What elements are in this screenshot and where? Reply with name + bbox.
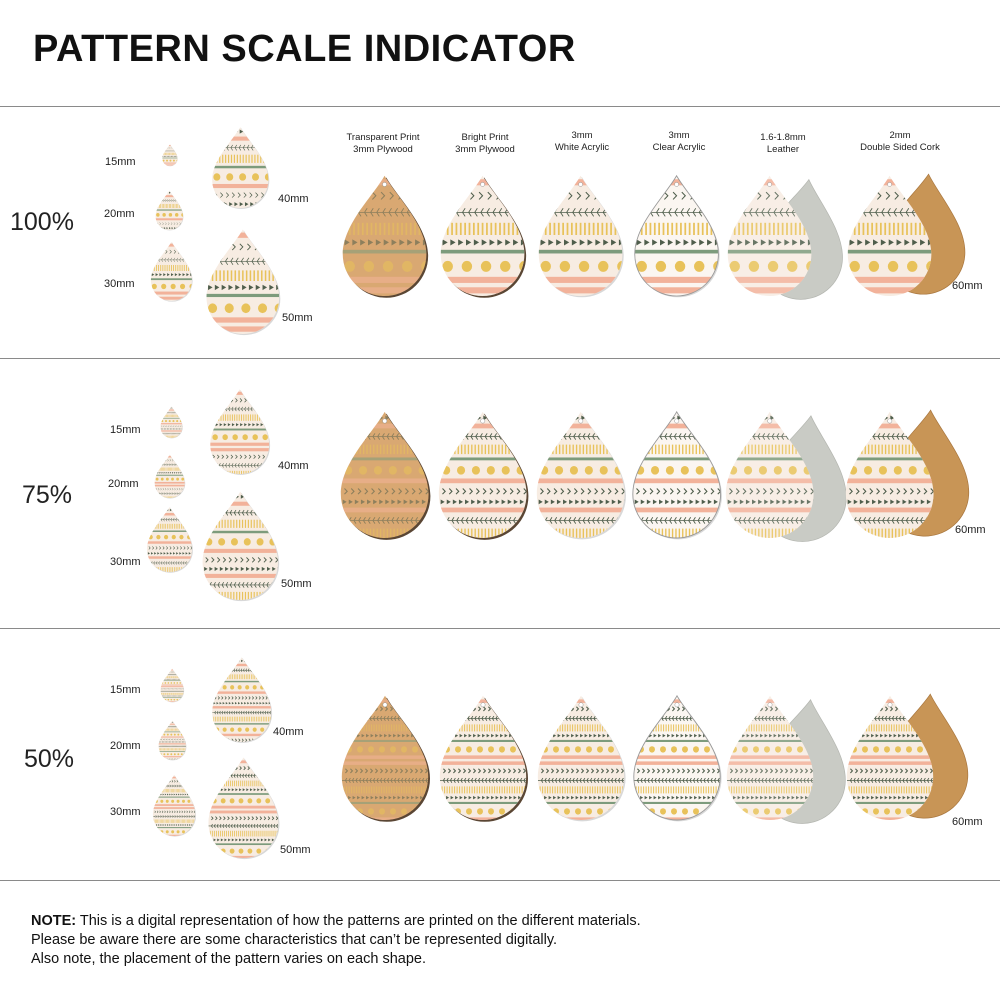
material-header: 3mm White Acrylic <box>554 130 610 153</box>
material-sample-drop <box>631 410 723 540</box>
scale-label: 50% <box>24 745 75 773</box>
material-sample-drop <box>724 410 866 542</box>
material-sample-drop <box>340 694 430 822</box>
size-label: 40mm <box>273 726 304 738</box>
size-label: 15mm <box>110 424 141 436</box>
note-line-2: Please be aware there are some character… <box>31 932 558 948</box>
size-sample-drop <box>158 720 187 761</box>
size-label: 40mm <box>278 193 309 205</box>
divider <box>0 358 1000 359</box>
size-label: 20mm <box>108 478 139 490</box>
size-label: 50mm <box>281 578 312 590</box>
size-sample-drop <box>211 656 273 743</box>
divider <box>0 106 1000 107</box>
large-size-label: 60mm <box>952 816 983 828</box>
size-sample-drop <box>160 406 183 439</box>
size-sample-drop <box>201 490 280 602</box>
material-sample-drop <box>437 410 529 540</box>
size-label: 20mm <box>110 740 141 752</box>
size-sample-drop <box>162 144 178 167</box>
size-label: 50mm <box>280 844 311 856</box>
size-label: 15mm <box>110 684 141 696</box>
size-label: 50mm <box>282 312 313 324</box>
material-sample-drop <box>845 693 985 820</box>
size-label: 30mm <box>104 278 135 290</box>
size-label: 15mm <box>105 156 136 168</box>
scale-section: 75% 15mm 20mm 30mm 40mm 50mm 60mm <box>0 358 1000 608</box>
material-sample-drop <box>846 173 981 296</box>
size-label: 30mm <box>110 806 141 818</box>
material-sample-drop <box>341 174 429 298</box>
scale-label: 75% <box>22 481 73 509</box>
material-header: 1.6-1.8mm Leather <box>760 132 806 155</box>
scale-section: 100% 15mm 20mm 30mm 40mm 50mm 60mm <box>0 106 1000 356</box>
size-sample-drop <box>152 774 196 837</box>
size-sample-drop <box>155 190 184 231</box>
size-sample-drop <box>154 454 186 499</box>
material-sample-drop <box>339 410 431 540</box>
material-header: Bright Print 3mm Plywood <box>455 132 515 155</box>
note-text: NOTE: This is a digital representation o… <box>31 912 641 969</box>
material-sample-drop <box>438 694 528 822</box>
size-label: 20mm <box>104 208 135 220</box>
size-sample-drop <box>160 668 185 703</box>
size-sample-drop <box>150 241 193 302</box>
size-sample-drop <box>205 228 281 336</box>
scale-label: 100% <box>10 208 74 236</box>
divider <box>0 880 1000 881</box>
material-sample-drop <box>633 174 721 298</box>
note-line-3: Also note, the placement of the pattern … <box>31 951 426 967</box>
divider <box>0 628 1000 629</box>
scale-section: 50% 15mm 20mm 30mm 40mm 50mm 60mm <box>0 628 1000 878</box>
material-sample-drop <box>535 410 627 540</box>
material-sample-drop <box>726 174 861 300</box>
material-sample-drop <box>536 694 626 822</box>
material-sample-drop <box>725 694 865 824</box>
size-sample-drop <box>207 756 280 860</box>
size-label: 30mm <box>110 556 141 568</box>
material-sample-drop <box>439 174 527 298</box>
material-header: 3mm Clear Acrylic <box>652 130 706 153</box>
material-sample-drop <box>632 694 722 822</box>
size-sample-drop <box>211 126 270 209</box>
material-sample-drop <box>844 409 986 538</box>
note-line-1: This is a digital representation of how … <box>79 913 641 929</box>
size-sample-drop <box>146 506 194 573</box>
material-sample-drop <box>537 174 625 298</box>
note-label: NOTE: <box>31 913 77 929</box>
size-sample-drop <box>209 388 271 475</box>
material-header: 2mm Double Sided Cork <box>860 130 940 153</box>
large-size-label: 60mm <box>952 280 983 292</box>
large-size-label: 60mm <box>955 524 986 536</box>
page-title: PATTERN SCALE INDICATOR <box>33 28 576 70</box>
size-label: 40mm <box>278 460 309 472</box>
material-header: Transparent Print 3mm Plywood <box>346 132 420 155</box>
